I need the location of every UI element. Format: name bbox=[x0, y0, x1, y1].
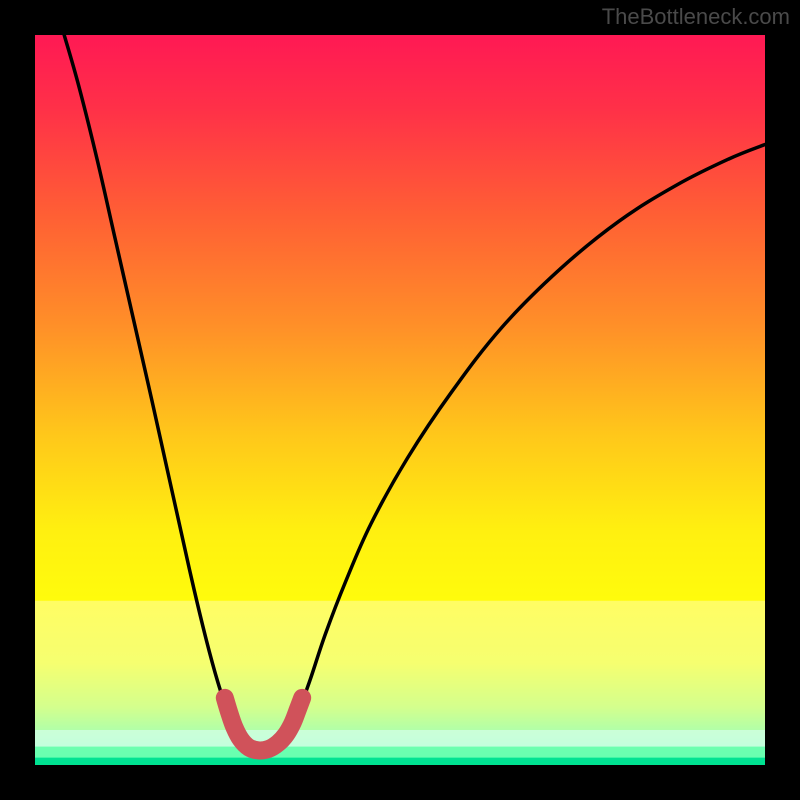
watermark-text: TheBottleneck.com bbox=[602, 4, 790, 30]
highlight-bands bbox=[35, 601, 765, 765]
chart-svg bbox=[35, 35, 765, 765]
plot-area bbox=[35, 35, 765, 765]
